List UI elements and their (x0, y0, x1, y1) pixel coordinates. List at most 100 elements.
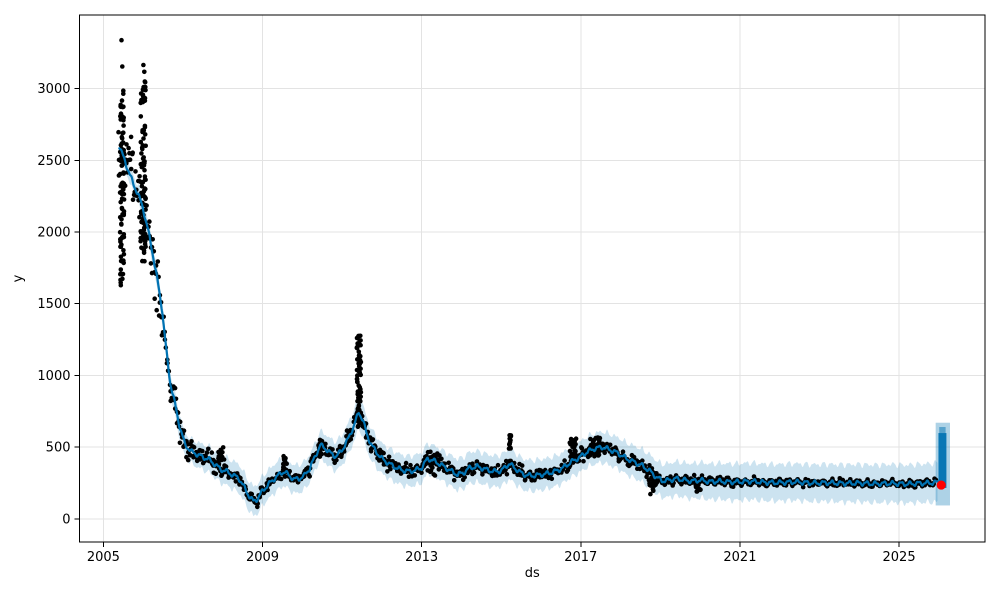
observation-point (118, 267, 124, 272)
observation-point (139, 219, 144, 225)
observation-point (504, 472, 510, 477)
observation-point (323, 441, 328, 447)
observation-point (282, 474, 288, 479)
observation-point (317, 454, 323, 459)
observation-point (549, 476, 555, 482)
y-axis-title: y (11, 274, 26, 282)
observation-point (436, 467, 442, 472)
x-tick-label: 2021 (723, 550, 756, 565)
observation-point (569, 441, 575, 447)
observation-point (118, 282, 124, 288)
observation-point (654, 471, 659, 476)
observation-point (412, 473, 418, 478)
observation-point (471, 470, 477, 475)
observation-point (348, 437, 354, 442)
observation-point (139, 151, 144, 156)
observation-point (127, 157, 133, 162)
y-tick-label: 1500 (37, 297, 70, 312)
observation-point (356, 423, 361, 429)
observation-point (138, 114, 144, 119)
observation-point (354, 376, 360, 382)
observation-point (185, 457, 191, 463)
observation-point (433, 454, 439, 459)
observation-point (118, 244, 124, 249)
observation-point (121, 115, 126, 120)
observation-point (519, 463, 525, 468)
observation-point (120, 276, 125, 282)
observation-point (370, 437, 376, 442)
latest-point-red (936, 480, 946, 490)
forecast-column-cap (939, 427, 946, 434)
observation-point (388, 466, 393, 472)
observation-point (358, 366, 363, 372)
observation-point (133, 169, 138, 174)
forecast-column-dark (938, 433, 947, 488)
observation-point (143, 87, 148, 93)
observation-point (358, 372, 364, 378)
observation-point (218, 452, 223, 458)
observation-point (218, 447, 223, 453)
observation-point (334, 457, 339, 463)
observation-point (730, 484, 736, 490)
observation-point (130, 197, 136, 202)
observation-points (116, 37, 939, 510)
observation-point (142, 123, 148, 129)
observation-point (121, 91, 126, 96)
x-tick-label: 2009 (246, 550, 279, 565)
observation-point (121, 171, 126, 176)
observation-point (355, 406, 361, 411)
observation-point (219, 457, 224, 463)
observation-point (668, 474, 673, 479)
observation-point (120, 271, 126, 277)
observation-point (142, 167, 147, 173)
observation-point (141, 231, 146, 237)
observation-point (358, 389, 364, 395)
observation-point (140, 146, 145, 152)
observation-point (141, 246, 146, 251)
observation-point (117, 229, 123, 235)
observation-point (117, 215, 123, 220)
observation-point (142, 174, 148, 179)
observation-point (222, 463, 227, 468)
observation-point (209, 450, 215, 455)
observation-point (128, 166, 134, 172)
observation-point (118, 237, 123, 243)
observation-point (357, 338, 362, 344)
observation-point (282, 459, 288, 464)
observation-point (119, 259, 125, 264)
observation-point (189, 439, 194, 444)
observation-point (140, 160, 146, 166)
observation-point (355, 334, 361, 340)
forecast-line (118, 147, 940, 503)
observation-point (154, 307, 159, 313)
observation-point (419, 470, 424, 476)
observation-point (143, 143, 148, 149)
observation-point (462, 475, 468, 480)
observation-point (620, 449, 626, 455)
observation-point (120, 130, 125, 136)
observation-point (191, 445, 197, 450)
observation-point (470, 461, 475, 467)
observation-point (645, 471, 650, 477)
observation-point (119, 141, 125, 146)
x-tick-label: 2017 (564, 550, 597, 565)
observation-point (651, 483, 656, 489)
observation-point (120, 64, 125, 69)
observation-point (130, 150, 135, 155)
observation-point (121, 123, 126, 128)
observation-point (631, 454, 637, 460)
observation-point (150, 237, 155, 242)
observation-point (249, 491, 255, 497)
observation-point (307, 474, 313, 479)
y-tick-label: 1000 (37, 369, 70, 384)
observation-point (503, 467, 508, 473)
observation-point (126, 145, 131, 151)
observation-point (330, 447, 335, 452)
observation-point (358, 342, 363, 348)
observation-point (354, 367, 360, 373)
observation-point (428, 468, 433, 474)
observation-point (431, 472, 437, 477)
observation-point (647, 482, 652, 488)
